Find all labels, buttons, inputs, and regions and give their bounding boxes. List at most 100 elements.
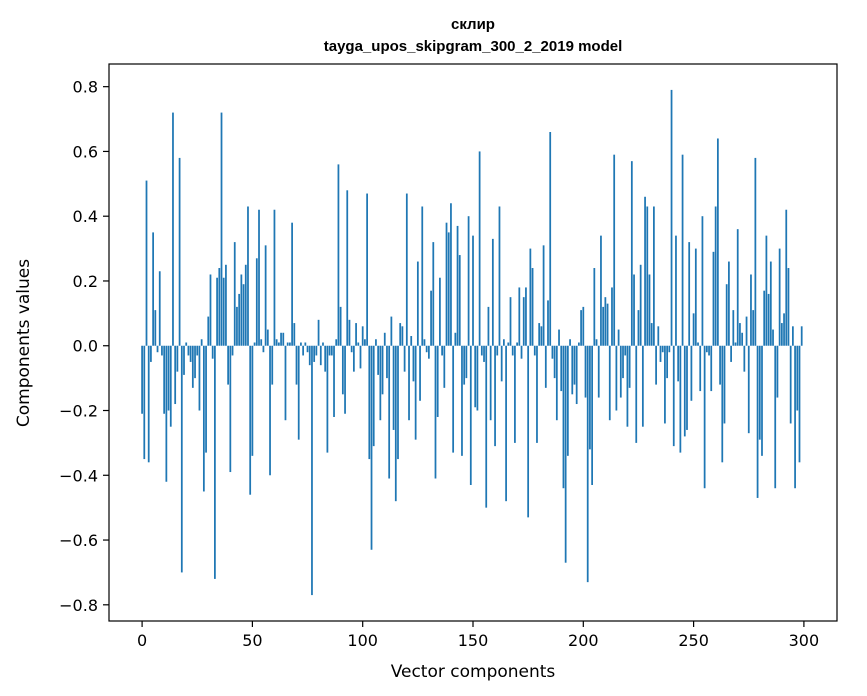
bar-231 [650,323,653,346]
bar-49 [249,345,252,495]
bar-269 [734,342,737,346]
bar-293 [787,268,790,346]
bar-221 [628,345,631,388]
bar-157 [487,306,490,346]
bar-61 [275,339,278,346]
bar-166 [507,342,510,346]
bar-288 [776,345,779,398]
bar-68 [291,222,293,346]
bar-259 [712,251,715,346]
bar-203 [589,345,591,450]
bar-258 [710,345,713,392]
bar-207 [597,345,600,398]
bar-223 [633,274,635,346]
bar-92 [344,345,346,414]
x-tick-label-0: 0 [137,631,147,650]
bar-115 [394,345,397,502]
bar-126 [419,345,421,401]
bar-80 [317,319,320,346]
bar-50 [251,345,254,456]
bar-153 [478,151,481,346]
y-tick-label-0: −0.8 [59,596,98,615]
bar-152 [476,345,479,411]
bar-72 [300,342,302,346]
bar-36 [220,112,223,346]
bar-193 [566,345,569,456]
bar-212 [608,345,611,421]
bar-204 [591,345,593,485]
bar-28 [202,345,205,492]
bar-256 [705,345,708,353]
x-tick-label-3: 150 [458,631,489,650]
bar-137 [443,345,446,388]
bar-241 [672,345,675,447]
bar-228 [644,196,646,346]
bar-102 [366,193,368,346]
bar-264 [723,345,726,424]
bar-131 [430,290,432,346]
bar-96 [352,345,355,372]
bar-97 [355,323,357,346]
y-tick-label-6: 0.4 [73,207,98,226]
bar-140 [450,203,452,346]
bar-101 [364,339,366,346]
bar-123 [412,345,415,382]
bar-224 [635,345,638,443]
bar-225 [637,310,640,346]
bar-252 [697,342,699,346]
bar-58 [269,345,271,476]
bar-9 [161,345,163,356]
bar-25 [196,345,199,356]
bar-5 [152,232,154,346]
bar-67 [289,342,291,346]
bar-113 [390,316,393,346]
bar-238 [666,345,669,379]
bar-187 [553,345,556,379]
bar-53 [258,209,260,346]
bar-51 [253,342,256,346]
bar-41 [231,345,234,356]
bar-62 [277,342,280,346]
bar-7 [156,345,159,353]
bar-232 [653,206,655,346]
bar-132 [432,242,435,346]
bar-262 [719,345,721,385]
bar-162 [498,206,501,346]
bar-6 [154,310,157,346]
bar-18 [180,345,183,573]
bar-284 [767,293,770,346]
bar-143 [456,225,459,346]
bar-155 [483,345,485,362]
bar-81 [319,345,322,366]
bar-136 [441,345,443,356]
plot-area-frame [108,63,838,622]
bar-150 [472,235,474,346]
bar-135 [439,277,441,346]
bar-219 [624,345,627,356]
bar-103 [368,345,371,460]
bar-229 [646,206,649,346]
bar-70 [295,345,298,385]
bar-104 [370,345,373,550]
bar-30 [207,316,210,346]
bar-99 [359,345,362,369]
bar-282 [763,290,766,346]
bar-277 [752,310,755,346]
bar-222 [630,161,633,346]
bar-194 [569,339,571,346]
bar-19 [183,345,185,375]
bar-144 [458,255,461,346]
bar-22 [189,345,192,362]
bar-142 [454,332,457,346]
bar-60 [273,209,276,346]
bar-116 [397,345,399,460]
bar-128 [423,339,426,346]
bar-108 [379,345,382,421]
bar-20 [185,342,188,346]
bar-251 [694,248,697,346]
bar-149 [469,345,472,485]
y-tick-label-3: −0.2 [59,402,98,421]
bar-83 [324,345,327,372]
bar-33 [214,345,216,579]
